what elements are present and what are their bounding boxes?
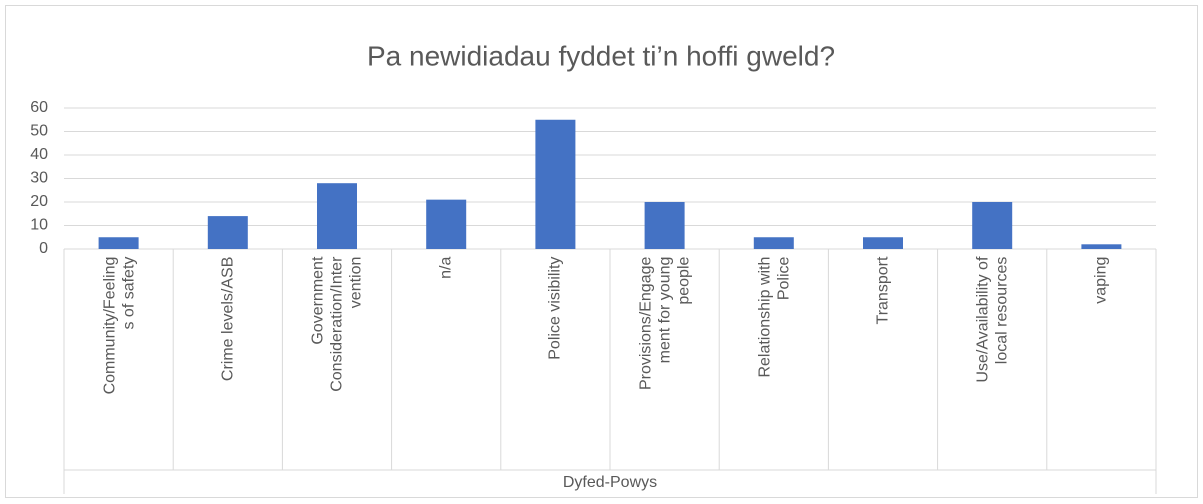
bar: [207, 216, 248, 249]
bar: [426, 199, 467, 249]
x-tick-label: Crime levels/ASB: [175, 257, 280, 395]
x-tick-label: Police visibility: [503, 257, 608, 395]
x-tick-text: Government Consideration/Intervention: [309, 256, 365, 393]
chart-title: Pa newidiadau fyddet ti’n hoffi gweld?: [367, 40, 835, 71]
x-tick-text: Provisions/Engagement for young people: [637, 256, 693, 391]
bar: [1081, 244, 1122, 249]
x-tick-label: Use/Availability of local resources: [940, 257, 1045, 395]
x-tick-label: Provisions/Engagement for young people: [612, 257, 717, 395]
y-tick-label: 30: [30, 170, 48, 187]
y-tick-label: 60: [30, 99, 48, 116]
x-tick-text: Relationship with Police: [755, 256, 792, 378]
y-tick-label: 20: [30, 193, 48, 210]
x-tick-label: Relationship with Police: [721, 257, 826, 395]
bar: [535, 119, 576, 249]
x-tick-label: Government Consideration/Intervention: [284, 257, 389, 395]
x-tick-text: vaping: [1092, 256, 1110, 305]
x-tick-text: n/a: [437, 256, 455, 280]
y-tick-label: 40: [30, 146, 48, 163]
bar: [317, 183, 357, 249]
bar: [98, 237, 139, 249]
group-label: Dyfed-Powys: [563, 474, 657, 491]
x-tick-text: Crime levels/ASB: [219, 256, 237, 382]
y-tick-label: 10: [30, 217, 48, 234]
x-tick-text: Police visibility: [546, 256, 564, 361]
x-tick-label: Transport: [830, 257, 935, 395]
chart-border: [5, 5, 1198, 498]
x-tick-text: Transport: [874, 256, 892, 325]
x-tick-label: Community/Feelings of safety: [66, 257, 171, 395]
y-tick-label: 0: [39, 240, 48, 257]
x-tick-text: Use/Availability of local resources: [974, 256, 1011, 383]
bar: [863, 237, 903, 249]
bar: [972, 202, 1013, 249]
bar: [753, 237, 794, 249]
x-tick-text: Community/Feelings of safety: [100, 256, 137, 395]
x-tick-label: n/a: [394, 257, 499, 395]
bar: [644, 202, 685, 249]
x-tick-label: vaping: [1049, 257, 1154, 395]
y-tick-label: 50: [30, 123, 48, 140]
